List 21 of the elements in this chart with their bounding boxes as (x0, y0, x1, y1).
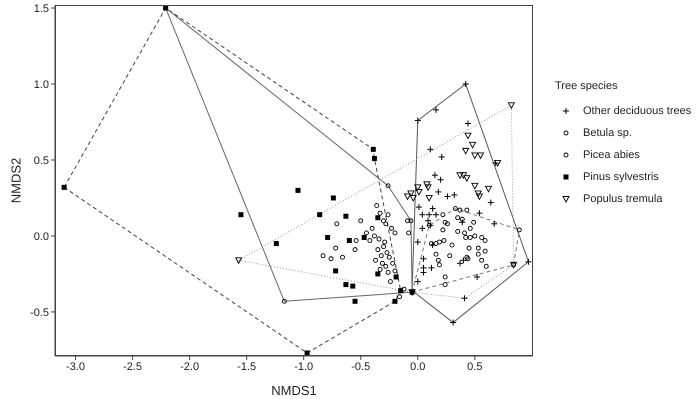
legend-label: Other deciduous trees (583, 105, 692, 117)
x-tick-label: -2.0 (180, 360, 200, 373)
y-tick-label: 1.0 (34, 78, 49, 91)
x-tick-label: -1.5 (237, 360, 256, 373)
legend-label: Populus tremula (583, 193, 662, 205)
x-tick-label: -1.0 (294, 360, 314, 373)
y-tick-label: 0.5 (34, 154, 49, 167)
x-tick-label: 0.5 (467, 360, 482, 373)
legend-label: Pinus sylvestris (583, 171, 659, 183)
y-tick-label: -0.5 (30, 306, 49, 319)
legend-label: Picea abies (583, 149, 640, 161)
x-tick-label: -2.5 (123, 360, 142, 373)
y-axis-title: NMDS2 (8, 158, 24, 204)
x-tick-label: -3.0 (66, 360, 86, 373)
legend-label: Betula sp. (583, 127, 632, 139)
y-tick-label: 0.0 (34, 230, 49, 243)
x-tick-label: 0.0 (410, 360, 426, 373)
y-tick-label: 1.5 (34, 2, 49, 15)
legend-title: Tree species (555, 80, 619, 92)
x-axis-title: NMDS1 (271, 383, 317, 398)
x-tick-label: -0.5 (351, 360, 370, 373)
